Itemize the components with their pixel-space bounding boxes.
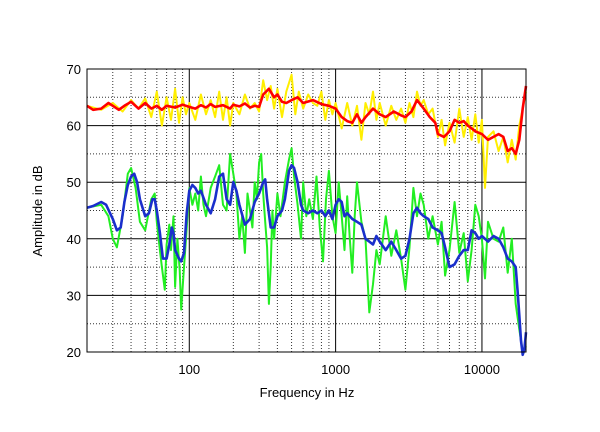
x-tick-label: 1000 [321,362,350,377]
y-tick-label: 70 [67,62,81,77]
y-axis-label: Amplitude in dB [30,165,45,256]
y-tick-label: 20 [67,345,81,360]
y-tick-label: 60 [67,119,81,134]
series-lines [86,73,528,357]
series-line-4 [86,163,528,357]
x-axis-label: Frequency in Hz [260,385,355,400]
series-line-3 [86,147,527,353]
x-tick-label: 100 [178,362,200,377]
y-tick-label: 40 [67,232,81,247]
x-tick-label: 10000 [464,362,500,377]
series-line-2 [86,85,528,156]
tick-labels: 20 30 40 50 60 70 100 1000 10000 [67,62,500,377]
series-line-1 [86,73,527,189]
y-tick-label: 30 [67,288,81,303]
y-tick-label: 50 [67,175,81,190]
plot-frame [86,68,527,353]
